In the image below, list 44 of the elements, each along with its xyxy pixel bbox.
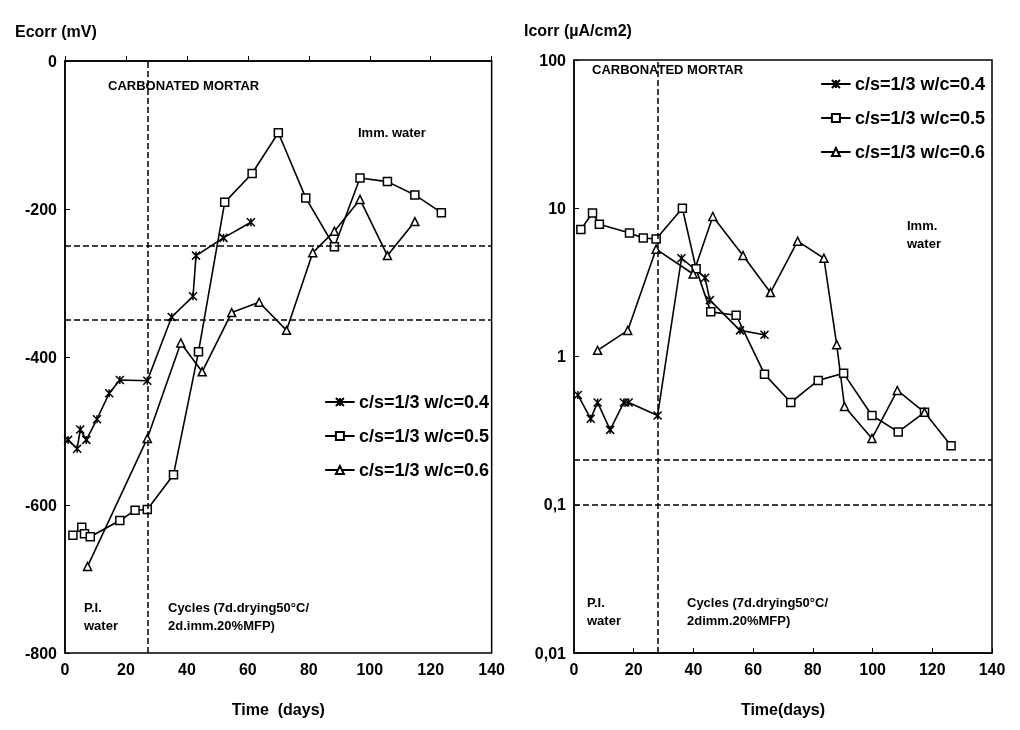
annotation: P.I. water xyxy=(83,599,118,633)
x-tick-label: 40 xyxy=(178,660,196,678)
y-tick-label: -400 xyxy=(24,348,58,366)
x-tick-label: 0 xyxy=(569,660,579,678)
y-tick-label: 100 xyxy=(539,51,567,69)
x-tick-label: 140 xyxy=(978,660,1006,678)
legend-label: c/s=1/3 w/c=0.6 xyxy=(358,460,489,480)
legend-label: c/s=1/3 w/c=0.5 xyxy=(854,108,985,128)
legend-label: c/s=1/3 w/c=0.4 xyxy=(358,392,489,412)
annotation: P.I. water xyxy=(586,594,621,628)
annotation: Imm. water xyxy=(906,217,941,251)
y-tick-label: -200 xyxy=(24,200,58,218)
y-tick-label: 0,01 xyxy=(534,644,567,662)
x-tick-label: 120 xyxy=(417,660,445,678)
x-axis-title: Time(days) xyxy=(740,700,826,718)
x-tick-label: 0 xyxy=(60,660,70,678)
y-axis-title: Ecorr (mV) xyxy=(15,22,97,40)
annotation: Cycles (7d.drying50°C/2d.imm.20%MFP) xyxy=(168,599,310,633)
y-tick-label: 0,1 xyxy=(543,496,567,514)
legend-label: c/s=1/3 w/c=0.5 xyxy=(358,426,489,446)
x-tick-label: 80 xyxy=(803,660,822,678)
x-tick-label: 40 xyxy=(684,660,703,678)
x-axis-title: Time (days) xyxy=(231,700,325,718)
x-tick-label: 60 xyxy=(744,660,763,678)
y-tick-label: 0 xyxy=(48,52,58,70)
annotation: Cycles (7d.drying50°C/2dimm.20%MFP) xyxy=(687,594,829,628)
y-axis-title: Icorr (µA/cm2) xyxy=(524,21,632,39)
y-tick-label: -800 xyxy=(24,644,58,662)
x-tick-label: 100 xyxy=(356,660,384,678)
x-tick-label: 60 xyxy=(238,660,257,678)
x-tick-label: 80 xyxy=(299,660,318,678)
x-tick-label: 100 xyxy=(859,660,887,678)
x-tick-label: 140 xyxy=(478,660,506,678)
annotation: Imm. water xyxy=(358,124,426,140)
annotation: CARBONATED MORTAR xyxy=(108,77,260,93)
x-tick-label: 20 xyxy=(624,660,643,678)
x-tick-label: 20 xyxy=(117,660,135,678)
legend-label: c/s=1/3 w/c=0.4 xyxy=(854,74,985,94)
y-tick-label: 1 xyxy=(557,348,567,365)
y-tick-label: -600 xyxy=(24,496,58,514)
annotation: CARBONATED MORTAR xyxy=(592,61,744,77)
x-tick-label: 120 xyxy=(918,660,946,678)
y-tick-label: 10 xyxy=(548,199,567,217)
legend-label: c/s=1/3 w/c=0.6 xyxy=(854,142,985,162)
